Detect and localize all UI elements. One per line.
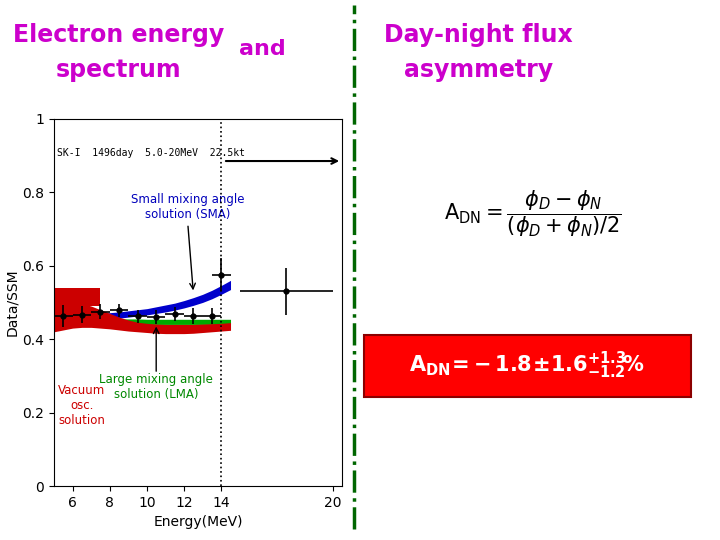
- Y-axis label: Data/SSM: Data/SSM: [6, 268, 19, 336]
- Text: Day-night flux: Day-night flux: [384, 23, 573, 47]
- Text: $\mathrm{A_{DN}} = \dfrac{\phi_D - \phi_N}{(\phi_D + \phi_N)/2}$: $\mathrm{A_{DN}} = \dfrac{\phi_D - \phi_…: [444, 188, 621, 239]
- Text: asymmetry: asymmetry: [404, 58, 554, 82]
- Text: Large mixing angle
solution (LMA): Large mixing angle solution (LMA): [99, 373, 213, 401]
- Text: $\mathbf{A_{DN}\!=\!-1.8\!\pm\!1.6^{+1.3}_{-1.2}\!\%}$: $\mathbf{A_{DN}\!=\!-1.8\!\pm\!1.6^{+1.3…: [410, 350, 645, 381]
- Text: Small mixing angle
solution (SMA): Small mixing angle solution (SMA): [131, 193, 245, 221]
- Text: and: and: [240, 38, 286, 59]
- Text: SK-I  1496day  5.0-20MeV  22.5kt: SK-I 1496day 5.0-20MeV 22.5kt: [57, 148, 245, 158]
- Text: Vacuum
osc.
solution: Vacuum osc. solution: [58, 384, 106, 427]
- Text: Electron energy: Electron energy: [13, 23, 225, 47]
- Text: spectrum: spectrum: [56, 58, 181, 82]
- X-axis label: Energy(MeV): Energy(MeV): [153, 515, 243, 529]
